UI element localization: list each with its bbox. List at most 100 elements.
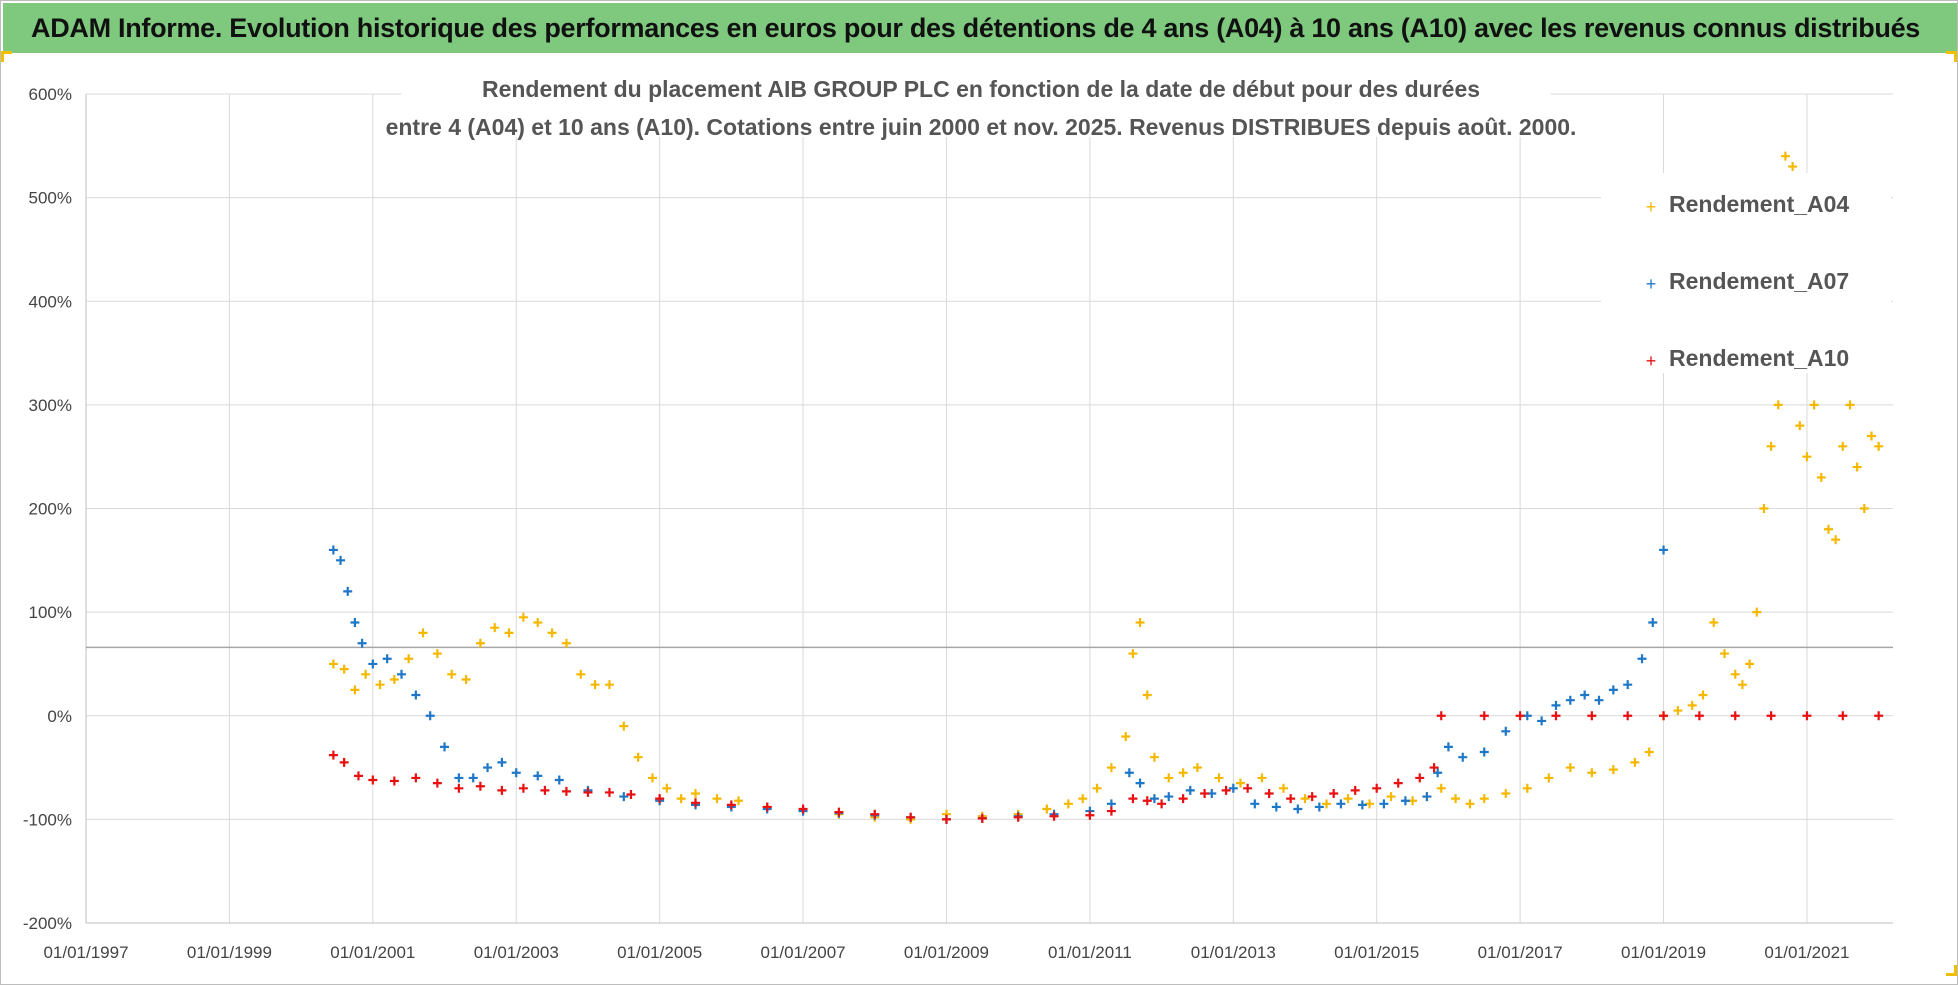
y-axis: 600% 500% 400% 300% 200% 100% 0% -100% -200% — [23, 85, 72, 933]
data-point — [676, 794, 686, 804]
data-point — [454, 773, 464, 783]
data-point — [1816, 472, 1826, 482]
title-box — [401, 67, 1551, 137]
legend-marker-a10: + — [1646, 351, 1657, 371]
data-point — [540, 785, 550, 795]
data-point — [691, 798, 701, 808]
corner-mark — [1946, 51, 1957, 62]
data-point — [1838, 441, 1848, 451]
series-Rendement_A10 — [328, 711, 1884, 824]
data-point — [1078, 794, 1088, 804]
data-point — [1214, 773, 1224, 783]
data-point — [368, 775, 378, 785]
data-point — [1386, 792, 1396, 802]
x-tick-label: 01/01/2017 — [1478, 943, 1563, 962]
data-point — [1049, 811, 1059, 821]
data-point — [1709, 617, 1719, 627]
header-title: ADAM Informe. Evolution historique des p… — [31, 12, 1921, 43]
data-point — [339, 757, 349, 767]
y-tick-label: 400% — [29, 292, 72, 311]
data-point — [497, 757, 507, 767]
data-point — [1648, 617, 1658, 627]
x-tick-label: 01/01/2015 — [1334, 943, 1419, 962]
series-Rendement_A07 — [328, 545, 1669, 824]
legend-box — [1601, 173, 1891, 373]
data-point — [389, 674, 399, 684]
data-point — [1773, 400, 1783, 410]
data-point — [1142, 690, 1152, 700]
data-point — [1013, 812, 1023, 822]
x-tick-label: 01/01/2003 — [474, 943, 559, 962]
y-tick-label: 0% — [47, 707, 72, 726]
data-point — [1788, 162, 1798, 172]
data-point — [604, 680, 614, 690]
data-point — [583, 787, 593, 797]
legend: + Rendement_A04 + Rendement_A07 + Rendem… — [1601, 173, 1891, 373]
data-point — [590, 680, 600, 690]
data-point — [1106, 763, 1116, 773]
data-point — [1515, 711, 1525, 721]
data-point — [1766, 711, 1776, 721]
chart-title-line2: entre 4 (A04) et 10 ans (A10). Cotations… — [386, 114, 1577, 140]
data-point — [906, 812, 916, 822]
chart-title-line1: Rendement du placement AIB GROUP PLC en … — [482, 76, 1480, 102]
chart-canvas: 600% 500% 400% 300% 200% 100% 0% -100% -200% 01/… — [23, 67, 1893, 962]
data-point — [1157, 799, 1167, 809]
data-point — [1443, 742, 1453, 752]
data-point — [361, 669, 371, 679]
legend-marker-a04: + — [1646, 197, 1657, 217]
data-point — [691, 788, 701, 798]
data-point — [1336, 799, 1346, 809]
data-point — [1852, 462, 1862, 472]
data-point — [1501, 726, 1511, 736]
data-point — [1565, 695, 1575, 705]
data-point — [490, 623, 500, 633]
data-point — [328, 659, 338, 669]
data-point — [382, 654, 392, 664]
data-point — [411, 773, 421, 783]
data-point — [1393, 778, 1403, 788]
data-point — [1142, 796, 1152, 806]
data-point — [389, 776, 399, 786]
data-point — [461, 674, 471, 684]
data-point — [1085, 810, 1095, 820]
data-point — [1433, 768, 1443, 778]
data-point — [1185, 785, 1195, 795]
data-point — [339, 664, 349, 674]
y-tick-label: 500% — [29, 189, 72, 208]
data-point — [712, 794, 722, 804]
data-point — [1730, 669, 1740, 679]
data-point — [726, 800, 736, 810]
x-tick-label: 01/01/1999 — [187, 943, 272, 962]
data-point — [1719, 649, 1729, 659]
data-point — [368, 659, 378, 669]
data-point — [561, 638, 571, 648]
data-point — [375, 680, 385, 690]
data-point — [633, 752, 643, 762]
data-point — [1200, 788, 1210, 798]
data-point — [1565, 763, 1575, 773]
x-tick-label: 01/01/1997 — [43, 943, 128, 962]
data-point — [1106, 806, 1116, 816]
data-point — [547, 628, 557, 638]
data-point — [1866, 431, 1876, 441]
data-point — [1135, 778, 1145, 788]
data-point — [1752, 607, 1762, 617]
data-point — [1479, 747, 1489, 757]
y-tick-label: -200% — [23, 914, 72, 933]
data-point — [1235, 778, 1245, 788]
data-point — [1257, 773, 1267, 783]
data-point — [1759, 504, 1769, 513]
data-point — [533, 617, 543, 627]
data-point — [576, 669, 586, 679]
data-point — [1451, 794, 1461, 804]
x-tick-label: 01/01/2001 — [330, 943, 415, 962]
x-tick-label: 01/01/2011 — [1048, 943, 1132, 962]
data-point — [1092, 783, 1102, 793]
data-point — [1307, 792, 1317, 802]
data-point — [1343, 794, 1353, 804]
data-point — [1178, 768, 1188, 778]
legend-label-a07: Rendement_A07 — [1669, 268, 1849, 294]
data-point — [1694, 711, 1704, 721]
data-point — [1644, 747, 1654, 757]
